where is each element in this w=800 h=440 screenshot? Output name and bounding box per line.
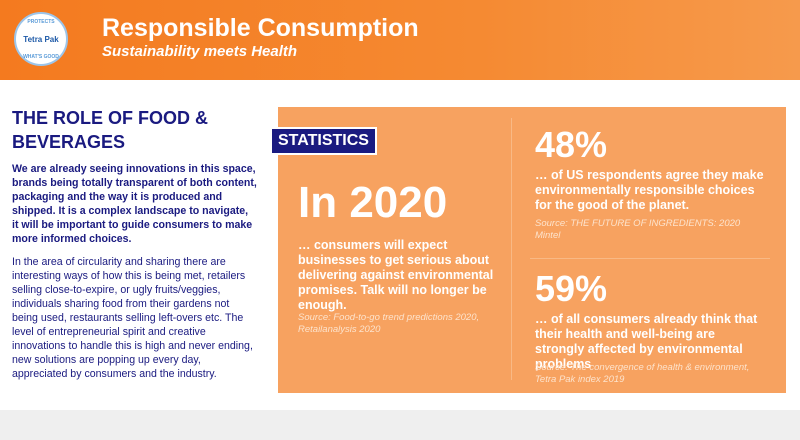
stat-headline: 48% [535, 124, 608, 165]
stat-source: Source: Food-to-go trend predictions 202… [298, 312, 480, 335]
paragraph: We are already seeing innovations in thi… [12, 163, 257, 245]
stat-headline: 59% [535, 268, 608, 309]
subtitle: Sustainability meets Health [102, 43, 298, 60]
statistics-label: STATISTICS [270, 127, 377, 155]
title: Responsible Consumption [102, 14, 419, 42]
logo-top: PROTECTS [27, 19, 55, 25]
logo-bottom: WHAT'S GOOD [23, 54, 59, 60]
divider [511, 118, 512, 380]
stat-text: … consumers will expect businesses to ge… [298, 238, 494, 312]
paragraph: In the area of circularity and sharing t… [12, 256, 253, 380]
logo: PROTECTS Tetra Pak WHAT'S GOOD [14, 12, 68, 66]
section-heading: THE ROLE OF FOOD & BEVERAGES [12, 108, 208, 152]
stat-source: Source: The convergence of health & envi… [535, 362, 750, 385]
stat-text: … of US respondents agree they make envi… [535, 168, 764, 212]
stat-source: Source: THE FUTURE OF INGREDIENTS: 2020 … [535, 218, 741, 241]
header [0, 0, 800, 80]
stat-text: … of all consumers already think that th… [535, 312, 758, 371]
footer-band [0, 410, 800, 440]
divider [530, 258, 770, 259]
logo-brand: Tetra Pak [23, 35, 59, 44]
stat-headline: In 2020 [298, 178, 448, 227]
